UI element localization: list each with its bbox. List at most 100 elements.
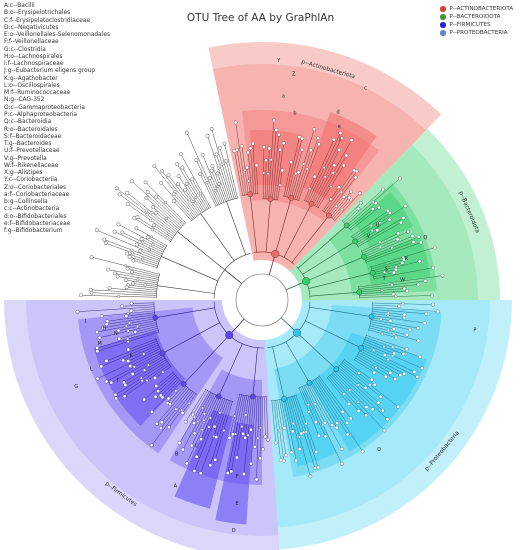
key-item: V:g--Prevotella — [4, 155, 47, 162]
internal-node — [380, 288, 384, 292]
leaf-node — [198, 172, 203, 176]
leaf-node — [392, 270, 396, 275]
leaf-node — [388, 318, 393, 323]
internal-node — [187, 197, 191, 201]
leaf-node — [229, 469, 234, 474]
leaf-node — [209, 168, 214, 173]
internal-node — [130, 248, 134, 252]
internal-node — [149, 218, 153, 222]
leaf-node — [396, 231, 400, 236]
key-item: J:g--Eubacterium eligens group — [4, 68, 96, 75]
leaf-node — [225, 471, 230, 476]
leaf-node — [159, 420, 164, 425]
key-item: d:o--Bifidobacteriales — [4, 213, 67, 220]
leaf-node — [130, 179, 134, 184]
internal-node — [357, 371, 361, 375]
internal-node — [213, 189, 217, 193]
internal-node — [269, 158, 273, 162]
internal-node — [386, 313, 390, 317]
internal-node — [356, 383, 360, 387]
internal-node — [117, 294, 121, 298]
leaf-node — [372, 370, 377, 375]
leaf-node — [153, 394, 158, 399]
leaf-node — [95, 376, 100, 381]
internal-node — [150, 211, 154, 215]
class-sector-proteo — [264, 300, 490, 528]
leaf-node — [78, 293, 83, 298]
leaf-node — [254, 477, 259, 482]
key-item: P:c--Alphaproteobacteria — [4, 111, 78, 118]
internal-node — [386, 328, 390, 332]
internal-node — [145, 213, 149, 217]
leaf-node — [382, 428, 387, 433]
leaf-node — [308, 148, 313, 153]
leaf-node — [150, 409, 154, 414]
leaf-node — [156, 389, 160, 393]
internal-node — [174, 389, 178, 393]
leaf-node — [313, 466, 317, 471]
clade-letter-Q: Q — [423, 235, 427, 241]
key-item: L:o--Oscillospirales — [4, 82, 60, 89]
leaf-node — [422, 321, 427, 325]
leaf-node — [378, 394, 383, 399]
leaf-node — [400, 260, 405, 265]
leaf-node — [159, 180, 163, 185]
leaf-node — [194, 158, 199, 163]
leaf-node — [159, 426, 163, 430]
leaf-node — [353, 175, 358, 180]
leaf-node — [338, 131, 343, 135]
leaf-node — [149, 443, 154, 448]
internal-node — [401, 255, 405, 259]
clade-letter-U: U — [376, 222, 380, 228]
internal-node — [342, 392, 346, 396]
internal-node — [124, 324, 128, 328]
leaf-node — [406, 229, 410, 234]
leaf-node — [89, 290, 94, 295]
leaf-node — [394, 335, 399, 340]
leaf-node — [356, 206, 361, 211]
internal-node — [378, 240, 382, 244]
internal-node — [218, 411, 222, 415]
leaf-node — [124, 285, 129, 290]
leaf-node — [248, 146, 253, 151]
leaf-node — [357, 191, 362, 196]
internal-node — [298, 435, 301, 439]
leaf-node — [139, 237, 144, 242]
leaf-node — [192, 469, 197, 473]
internal-node — [187, 401, 191, 405]
leaf-node — [363, 385, 368, 390]
clade-letter-A: A — [174, 483, 178, 489]
leaf-node — [212, 424, 217, 429]
internal-node — [217, 182, 221, 186]
clade-letter-f: f — [339, 138, 341, 144]
leaf-node — [278, 458, 283, 463]
clade-letter-T: T — [382, 276, 387, 282]
leaf-node — [207, 176, 212, 180]
clade-node — [356, 289, 363, 295]
legend-item-firmicutes: P--FIRMICUTES — [440, 21, 513, 29]
internal-node — [202, 412, 206, 416]
internal-node — [220, 162, 224, 166]
leaf-node — [154, 384, 159, 388]
leaf-node — [278, 147, 282, 152]
leaf-node — [312, 174, 317, 179]
leaf-node — [125, 266, 130, 271]
internal-node — [401, 302, 405, 306]
leaf-node — [130, 270, 135, 274]
key-item: G:c--Clostridia — [4, 46, 46, 53]
clade-letter-e: e — [338, 124, 341, 130]
leaf-node — [395, 237, 400, 242]
leaf-node — [245, 165, 250, 170]
leaf-node — [402, 371, 407, 376]
internal-node — [380, 332, 384, 336]
leaf-node — [192, 421, 196, 426]
leaf-node — [337, 185, 341, 190]
internal-node — [370, 229, 374, 233]
leaf-node — [124, 278, 128, 283]
leaf-node — [369, 377, 374, 382]
leaf-node — [224, 159, 229, 164]
legend-marker-icon — [440, 14, 446, 20]
leaf-node — [208, 463, 213, 468]
internal-node — [164, 201, 168, 205]
leaf-node — [249, 427, 253, 432]
